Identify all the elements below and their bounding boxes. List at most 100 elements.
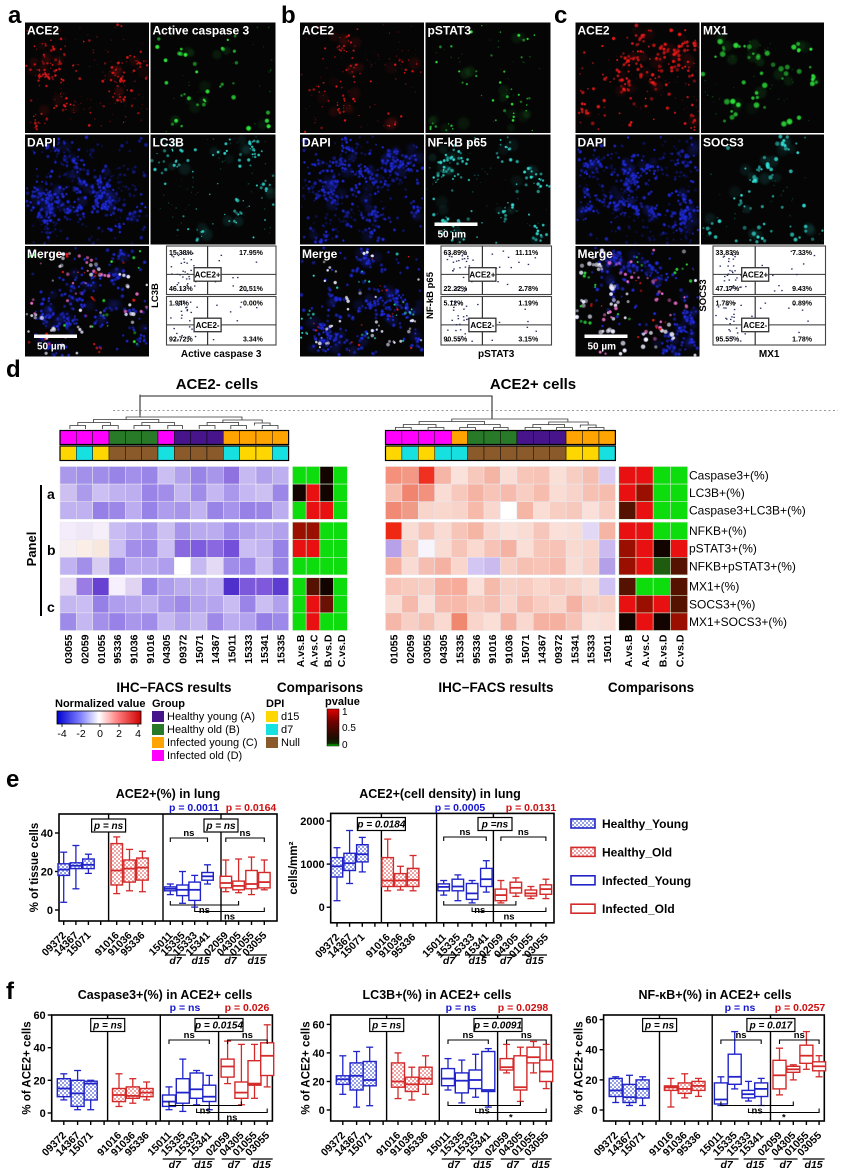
svg-text:91016: 91016 (487, 634, 499, 663)
svg-text:2: 2 (116, 728, 122, 740)
svg-text:15333: 15333 (586, 634, 598, 663)
svg-text:09372: 09372 (553, 634, 565, 663)
svg-text:95336: 95336 (112, 634, 124, 663)
svg-text:15335: 15335 (276, 634, 288, 663)
svg-text:ACE2+ cells: ACE2+ cells (490, 376, 576, 393)
svg-text:A.vs.C: A.vs.C (640, 634, 652, 667)
svg-text:Active caspase 3: Active caspase 3 (153, 24, 250, 38)
svg-text:15333: 15333 (243, 634, 255, 663)
svg-text:04305: 04305 (161, 634, 173, 663)
svg-text:02059: 02059 (80, 634, 92, 663)
svg-text:b: b (47, 542, 56, 558)
svg-text:MX1: MX1 (703, 24, 728, 38)
svg-text:14367: 14367 (210, 634, 222, 663)
svg-text:95.55%: 95.55% (716, 337, 741, 344)
svg-text:ACE2: ACE2 (302, 24, 334, 38)
svg-text:91016: 91016 (145, 634, 157, 663)
svg-text:Merge: Merge (578, 247, 614, 261)
svg-text:SOCS3: SOCS3 (698, 279, 709, 311)
svg-text:-4: -4 (57, 728, 66, 740)
svg-text:NFKB+(%): NFKB+(%) (689, 524, 747, 538)
svg-text:15335: 15335 (454, 634, 466, 663)
svg-text:DPI: DPI (266, 698, 284, 710)
svg-text:ACE2: ACE2 (27, 24, 59, 38)
svg-text:5.12%: 5.12% (444, 301, 465, 308)
svg-text:NFKB+pSTAT3+(%): NFKB+pSTAT3+(%) (689, 559, 796, 573)
svg-text:50 µm: 50 µm (588, 342, 617, 353)
svg-text:Caspase3+LC3B+(%): Caspase3+LC3B+(%) (689, 504, 806, 518)
svg-text:ACE2-: ACE2- (196, 321, 220, 330)
svg-text:pvalue: pvalue (325, 696, 360, 708)
svg-text:ACE2+(%) in lung: ACE2+(%) in lung (116, 787, 221, 801)
svg-text:Comparisons: Comparisons (277, 680, 363, 695)
svg-text:Null: Null (281, 737, 300, 749)
svg-text:47.17%: 47.17% (716, 286, 741, 293)
svg-text:15011: 15011 (602, 634, 614, 663)
svg-text:04305: 04305 (438, 634, 450, 663)
svg-text:C.vs.D: C.vs.D (336, 634, 348, 667)
svg-text:MX1+SOCS3+(%): MX1+SOCS3+(%) (689, 615, 787, 629)
svg-text:4: 4 (135, 728, 141, 740)
svg-text:p = ns: p = ns (93, 821, 124, 832)
svg-text:p = 0.0011: p = 0.0011 (169, 802, 219, 814)
svg-text:A.vs.C: A.vs.C (309, 634, 321, 667)
svg-text:2.78%: 2.78% (518, 286, 539, 293)
svg-text:Healthy young (A): Healthy young (A) (167, 711, 255, 723)
svg-text:33.83%: 33.83% (716, 250, 741, 257)
svg-text:3.15%: 3.15% (518, 337, 539, 344)
svg-text:0.89%: 0.89% (792, 301, 813, 308)
svg-text:1.94%: 1.94% (169, 301, 190, 308)
svg-text:50 µm: 50 µm (438, 230, 467, 241)
svg-text:Merge: Merge (302, 247, 338, 261)
svg-text:1.78%: 1.78% (716, 301, 737, 308)
svg-text:20.51%: 20.51% (239, 286, 264, 293)
svg-text:IHC−FACS results: IHC−FACS results (116, 680, 231, 695)
svg-text:pSTAT3: pSTAT3 (478, 349, 515, 360)
svg-text:ACE2+: ACE2+ (195, 270, 221, 279)
svg-text:Group: Group (152, 698, 185, 710)
svg-text:Comparisons: Comparisons (608, 680, 694, 695)
svg-text:15341: 15341 (259, 634, 271, 663)
svg-text:03055: 03055 (422, 634, 434, 663)
svg-text:NF-kB p65: NF-kB p65 (425, 271, 436, 319)
svg-text:40: 40 (41, 828, 53, 840)
svg-text:01055: 01055 (389, 634, 401, 663)
svg-text:p = 0.0164: p = 0.0164 (226, 802, 277, 814)
svg-text:B.vs.D: B.vs.D (657, 634, 669, 667)
svg-text:09372: 09372 (178, 634, 190, 663)
svg-text:ACE2- cells: ACE2- cells (176, 376, 259, 393)
svg-text:a: a (47, 486, 55, 502)
svg-text:ACE2+: ACE2+ (742, 270, 768, 279)
svg-text:DAPI: DAPI (578, 136, 607, 150)
svg-text:ACE2-: ACE2- (743, 321, 767, 330)
svg-text:92.72%: 92.72% (169, 337, 194, 344)
svg-text:SOCS3: SOCS3 (703, 136, 744, 150)
svg-text:91036: 91036 (129, 634, 141, 663)
svg-text:15071: 15071 (194, 634, 206, 663)
svg-text:20: 20 (41, 867, 53, 879)
svg-text:NF-kB p65: NF-kB p65 (428, 136, 488, 150)
svg-text:-2: -2 (76, 728, 85, 740)
svg-text:0.00%: 0.00% (243, 301, 264, 308)
svg-text:pSTAT3+(%): pSTAT3+(%) (689, 542, 757, 556)
svg-text:3.34%: 3.34% (243, 337, 264, 344)
svg-text:14367: 14367 (537, 634, 549, 663)
svg-text:ACE2: ACE2 (578, 24, 610, 38)
svg-text:02059: 02059 (405, 634, 417, 663)
svg-text:MX1+(%): MX1+(%) (689, 580, 739, 594)
svg-text:15341: 15341 (569, 634, 581, 663)
svg-text:B.vs.D: B.vs.D (322, 634, 334, 667)
svg-text:d15: d15 (281, 711, 299, 723)
svg-text:Caspase3+(%): Caspase3+(%) (689, 469, 769, 483)
svg-text:03055: 03055 (63, 634, 75, 663)
svg-text:LC3B+(%): LC3B+(%) (689, 486, 745, 500)
svg-text:LC3B: LC3B (150, 283, 161, 308)
svg-text:46.13%: 46.13% (169, 286, 194, 293)
svg-text:A.vs.B: A.vs.B (623, 634, 635, 667)
svg-text:DAPI: DAPI (302, 136, 331, 150)
svg-text:IHC−FACS results: IHC−FACS results (438, 680, 553, 695)
svg-text:15011: 15011 (227, 634, 239, 663)
svg-text:ACE2+: ACE2+ (469, 270, 495, 279)
svg-text:50 µm: 50 µm (37, 342, 66, 353)
svg-text:Normalized value: Normalized value (55, 698, 145, 710)
